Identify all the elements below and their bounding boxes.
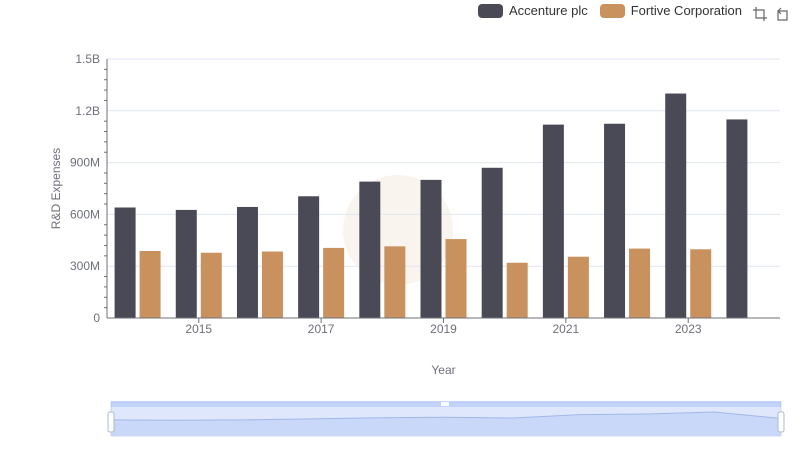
bar-accenture-2018[interactable] bbox=[359, 181, 381, 318]
bar-fortive-2020[interactable] bbox=[506, 262, 528, 318]
bar-accenture-2017[interactable] bbox=[298, 196, 320, 318]
y-tick-label: 0 bbox=[93, 311, 100, 325]
bar-accenture-2024[interactable] bbox=[726, 119, 748, 318]
y-axis-title: R&D Expenses bbox=[49, 148, 63, 229]
bar-fortive-2021[interactable] bbox=[567, 256, 589, 318]
zoom-icon[interactable] bbox=[752, 6, 768, 22]
x-tick-label: 2021 bbox=[553, 322, 580, 336]
y-tick-label: 1.5B bbox=[75, 52, 100, 66]
bar-accenture-2016[interactable] bbox=[236, 206, 258, 318]
y-tick-label: 600M bbox=[70, 207, 100, 221]
y-tick-label: 1.2B bbox=[75, 104, 100, 118]
bar-fortive-2019[interactable] bbox=[445, 239, 467, 318]
overview-grip-icon bbox=[441, 402, 449, 406]
x-tick-label: 2019 bbox=[430, 322, 457, 336]
legend-item-accenture[interactable]: Accenture plc bbox=[477, 3, 588, 18]
bar-accenture-2020[interactable] bbox=[481, 167, 503, 318]
x-tick-label: 2015 bbox=[185, 322, 212, 336]
bar-fortive-2018[interactable] bbox=[384, 246, 406, 318]
overview-handle-right[interactable] bbox=[777, 411, 785, 433]
bar-fortive-2016[interactable] bbox=[261, 251, 283, 318]
bar-fortive-2022[interactable] bbox=[629, 248, 651, 318]
overview-handle-left[interactable] bbox=[107, 411, 115, 433]
bar-fortive-2014[interactable] bbox=[139, 251, 161, 318]
bar-accenture-2019[interactable] bbox=[420, 179, 442, 318]
bar-accenture-2022[interactable] bbox=[604, 123, 626, 318]
reset-icon[interactable] bbox=[774, 6, 790, 22]
bar-accenture-2015[interactable] bbox=[175, 209, 197, 318]
legend-label-accenture: Accenture plc bbox=[508, 3, 588, 18]
x-axis-title: Year bbox=[431, 363, 455, 377]
legend-swatch-accenture bbox=[477, 3, 503, 18]
bar-fortive-2023[interactable] bbox=[690, 249, 712, 318]
y-tick-label: 900M bbox=[70, 156, 100, 170]
bar-accenture-2014[interactable] bbox=[114, 207, 136, 318]
y-tick-label: 300M bbox=[70, 259, 100, 273]
x-tick-label: 2023 bbox=[675, 322, 702, 336]
chart-toolbox bbox=[752, 6, 790, 22]
legend-label-fortive: Fortive Corporation bbox=[630, 3, 742, 18]
overview-area bbox=[111, 412, 781, 436]
bar-accenture-2021[interactable] bbox=[542, 124, 564, 318]
legend-item-fortive[interactable]: Fortive Corporation bbox=[599, 3, 742, 18]
legend-swatch-fortive bbox=[599, 3, 625, 18]
x-tick-label: 2017 bbox=[308, 322, 335, 336]
chart-legend: Accenture plc Fortive Corporation bbox=[477, 3, 742, 18]
bar-accenture-2023[interactable] bbox=[665, 93, 687, 319]
overview-line bbox=[110, 411, 782, 421]
overview-selection[interactable] bbox=[111, 402, 781, 436]
bar-fortive-2017[interactable] bbox=[323, 247, 345, 318]
bar-fortive-2015[interactable] bbox=[200, 252, 222, 318]
